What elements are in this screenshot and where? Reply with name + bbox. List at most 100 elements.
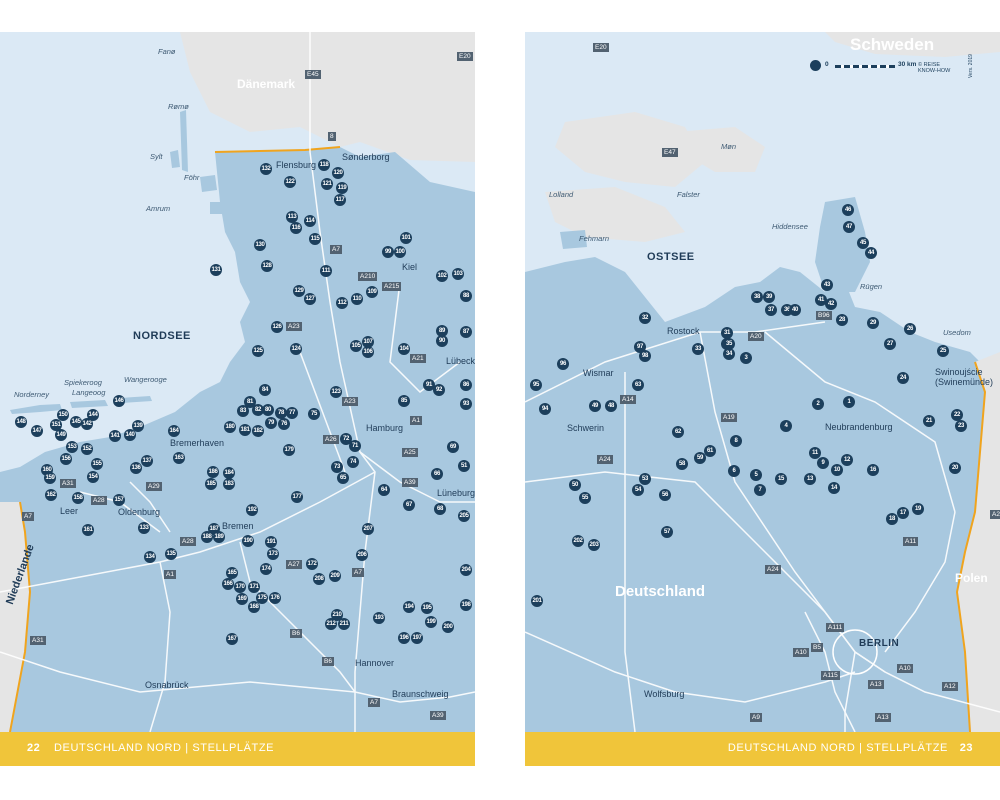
site-marker[interactable]: 110	[351, 293, 363, 305]
site-marker[interactable]: 44	[865, 247, 877, 259]
site-marker[interactable]: 183	[223, 478, 235, 490]
site-marker[interactable]: 65	[337, 472, 349, 484]
site-marker[interactable]: 196	[398, 632, 410, 644]
site-marker[interactable]: 127	[304, 293, 316, 305]
site-marker[interactable]: 90	[436, 335, 448, 347]
site-marker[interactable]: 51	[458, 460, 470, 472]
site-marker[interactable]: 13	[804, 473, 816, 485]
site-marker[interactable]: 156	[60, 453, 72, 465]
site-marker[interactable]: 45	[857, 237, 869, 249]
site-marker[interactable]: 16	[867, 464, 879, 476]
site-marker[interactable]: 132	[260, 163, 272, 175]
site-marker[interactable]: 88	[460, 290, 472, 302]
site-marker[interactable]: 117	[334, 194, 346, 206]
site-marker[interactable]: 22	[951, 409, 963, 421]
site-marker[interactable]: 161	[82, 524, 94, 536]
site-marker[interactable]: 200	[442, 621, 454, 633]
site-marker[interactable]: 169	[236, 593, 248, 605]
site-marker[interactable]: 102	[436, 270, 448, 282]
site-marker[interactable]: 68	[434, 503, 446, 515]
site-marker[interactable]: 14	[828, 482, 840, 494]
site-marker[interactable]: 172	[306, 558, 318, 570]
site-marker[interactable]: 175	[256, 592, 268, 604]
site-marker[interactable]: 135	[165, 548, 177, 560]
site-marker[interactable]: 109	[366, 286, 378, 298]
site-marker[interactable]: 94	[539, 403, 551, 415]
site-marker[interactable]: 139	[132, 420, 144, 432]
site-marker[interactable]: 192	[246, 504, 258, 516]
site-marker[interactable]: 33	[692, 343, 704, 355]
site-marker[interactable]: 184	[223, 467, 235, 479]
site-marker[interactable]: 202	[572, 535, 584, 547]
site-marker[interactable]: 194	[403, 601, 415, 613]
site-marker[interactable]: 48	[605, 400, 617, 412]
site-marker[interactable]: 186	[207, 466, 219, 478]
site-marker[interactable]: 111	[320, 265, 332, 277]
site-marker[interactable]: 165	[226, 567, 238, 579]
site-marker[interactable]: 124	[290, 343, 302, 355]
site-marker[interactable]: 29	[867, 317, 879, 329]
site-marker[interactable]: 128	[261, 260, 273, 272]
site-marker[interactable]: 62	[672, 426, 684, 438]
site-marker[interactable]: 58	[676, 458, 688, 470]
site-marker[interactable]: 125	[252, 345, 264, 357]
site-marker[interactable]: 59	[694, 452, 706, 464]
site-marker[interactable]: 145	[70, 416, 82, 428]
site-marker[interactable]: 131	[210, 264, 222, 276]
site-marker[interactable]: 86	[460, 379, 472, 391]
site-marker[interactable]: 112	[336, 297, 348, 309]
site-marker[interactable]: 49	[589, 400, 601, 412]
site-marker[interactable]: 104	[398, 343, 410, 355]
site-marker[interactable]: 100	[394, 246, 406, 258]
site-marker[interactable]: 147	[31, 425, 43, 437]
site-marker[interactable]: 37	[765, 304, 777, 316]
site-marker[interactable]: 92	[433, 384, 445, 396]
site-marker[interactable]: 61	[704, 445, 716, 457]
site-marker[interactable]: 9	[817, 457, 829, 469]
site-marker[interactable]: 116	[290, 222, 302, 234]
site-marker[interactable]: 106	[362, 346, 374, 358]
site-marker[interactable]: 162	[45, 489, 57, 501]
site-marker[interactable]: 154	[87, 471, 99, 483]
site-marker[interactable]: 2	[812, 398, 824, 410]
site-marker[interactable]: 137	[141, 455, 153, 467]
site-marker[interactable]: 26	[904, 323, 916, 335]
site-marker[interactable]: 179	[283, 444, 295, 456]
site-marker[interactable]: 17	[897, 507, 909, 519]
site-marker[interactable]: 3	[740, 352, 752, 364]
site-marker[interactable]: 55	[579, 492, 591, 504]
site-marker[interactable]: 91	[423, 379, 435, 391]
site-marker[interactable]: 83	[237, 405, 249, 417]
site-marker[interactable]: 15	[775, 473, 787, 485]
site-marker[interactable]: 119	[336, 182, 348, 194]
site-marker[interactable]: 56	[659, 489, 671, 501]
site-marker[interactable]: 6	[728, 465, 740, 477]
site-marker[interactable]: 42	[825, 298, 837, 310]
site-marker[interactable]: 25	[937, 345, 949, 357]
site-marker[interactable]: 46	[842, 204, 854, 216]
site-marker[interactable]: 66	[431, 468, 443, 480]
site-marker[interactable]: 163	[173, 452, 185, 464]
site-marker[interactable]: 4	[780, 420, 792, 432]
site-marker[interactable]: 93	[460, 398, 472, 410]
site-marker[interactable]: 115	[309, 233, 321, 245]
site-marker[interactable]: 35	[723, 338, 735, 350]
site-marker[interactable]: 126	[271, 321, 283, 333]
site-marker[interactable]: 5	[750, 469, 762, 481]
site-marker[interactable]: 211	[338, 618, 350, 630]
site-marker[interactable]: 180	[224, 421, 236, 433]
site-marker[interactable]: 39	[763, 291, 775, 303]
site-marker[interactable]: 153	[66, 441, 78, 453]
site-marker[interactable]: 193	[373, 612, 385, 624]
site-marker[interactable]: 190	[242, 535, 254, 547]
site-marker[interactable]: 155	[91, 458, 103, 470]
site-marker[interactable]: 206	[356, 549, 368, 561]
site-marker[interactable]: 170	[234, 581, 246, 593]
site-marker[interactable]: 53	[639, 473, 651, 485]
site-marker[interactable]: 27	[884, 338, 896, 350]
site-marker[interactable]: 144	[87, 409, 99, 421]
site-marker[interactable]: 171	[248, 581, 260, 593]
site-marker[interactable]: 199	[425, 616, 437, 628]
site-marker[interactable]: 101	[400, 232, 412, 244]
site-marker[interactable]: 168	[248, 601, 260, 613]
